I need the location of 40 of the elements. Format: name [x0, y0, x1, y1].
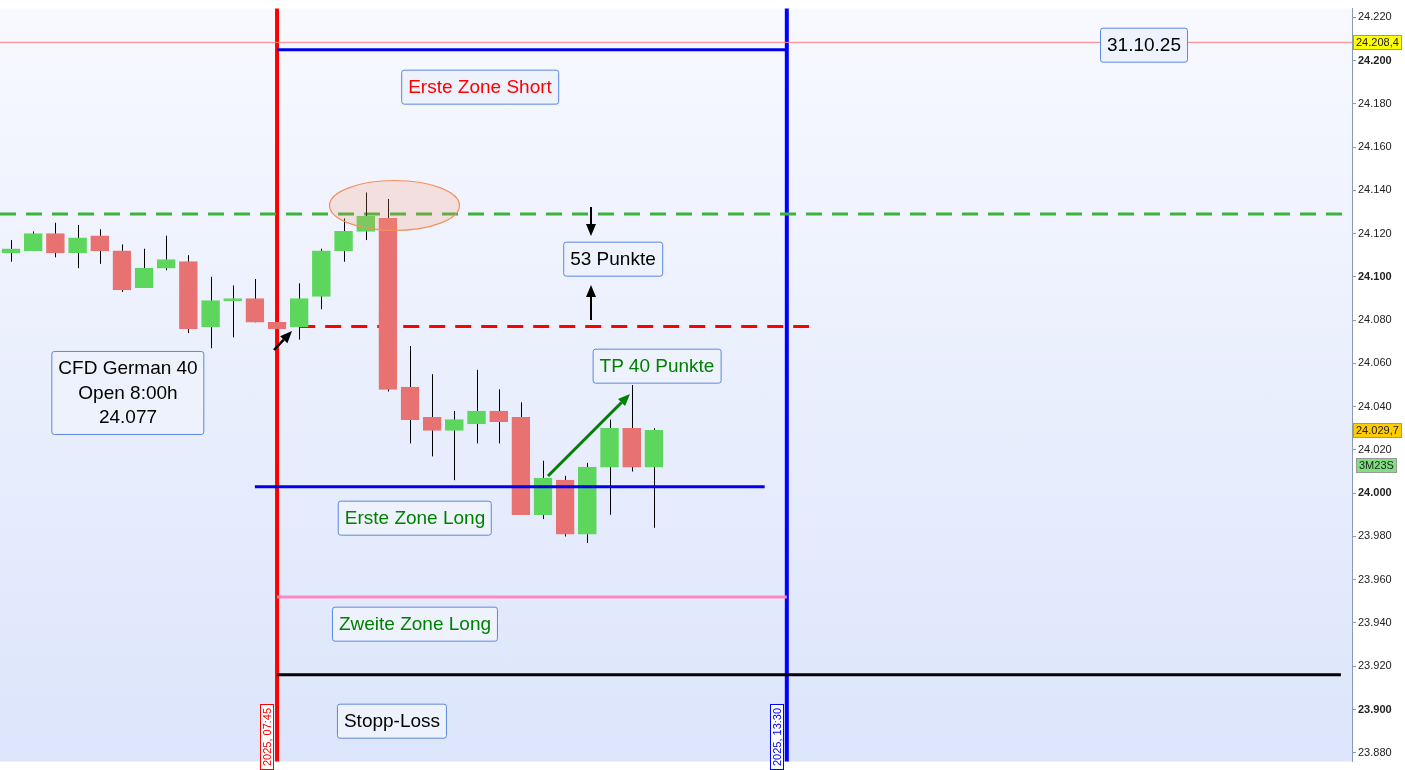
y-tick-label: 24.200: [1358, 53, 1392, 66]
candlestick: [467, 369, 486, 444]
y-tick-label: 23.960: [1358, 572, 1392, 585]
annotation: Erste Zone Long: [337, 500, 493, 536]
y-tick-label: 24.000: [1358, 486, 1392, 499]
annotation: Erste Zone Short: [401, 69, 559, 105]
annotation: 31.10.25: [1100, 27, 1188, 63]
y-tick-label: 24.160: [1358, 140, 1392, 153]
y-tick-label: 23.900: [1358, 702, 1392, 715]
candlestick: [445, 410, 464, 481]
candlestick: [223, 284, 243, 338]
y-tick-label: 24.060: [1358, 356, 1392, 369]
y-tick-label: 24.140: [1358, 183, 1392, 196]
candlestick: [134, 248, 154, 289]
candlestick: [334, 217, 353, 263]
candlestick: [46, 222, 65, 258]
text: 3M23S: [1356, 457, 1397, 473]
y-tick-label: 24.220: [1358, 10, 1392, 23]
annotation: Zweite Zone Long: [331, 606, 499, 642]
y-tick-label: 23.920: [1358, 659, 1392, 672]
y-tick-label: 24.180: [1358, 96, 1392, 109]
annotation: 2025, 07:45: [260, 703, 275, 770]
y-tick-label: 24.040: [1358, 399, 1392, 412]
candlestick: [245, 278, 265, 323]
y-tick-label: 23.940: [1358, 615, 1392, 628]
candlestick: [156, 235, 176, 271]
annotation: 53 Punkte: [563, 241, 663, 277]
annotation: CFD German 40 Open 8:00h 24.077: [51, 350, 205, 436]
candlestick: [1, 239, 21, 263]
annotation: TP 40 Punkte: [592, 348, 722, 384]
annotation: 2025, 13:30: [769, 703, 784, 770]
y-tick-label: 23.980: [1358, 529, 1392, 542]
y-tick-label: 24.120: [1358, 226, 1392, 239]
y-tick-label: 23.880: [1358, 745, 1392, 758]
annotation: Stopp-Loss: [336, 703, 448, 739]
y-tick-label: 24.080: [1358, 313, 1392, 326]
y-tick-label: 24.020: [1358, 442, 1392, 455]
ref-line-label: 24.208,4: [1353, 34, 1402, 50]
y-tick-label: 24.100: [1358, 269, 1392, 282]
text: 24.029,7: [1353, 422, 1402, 438]
